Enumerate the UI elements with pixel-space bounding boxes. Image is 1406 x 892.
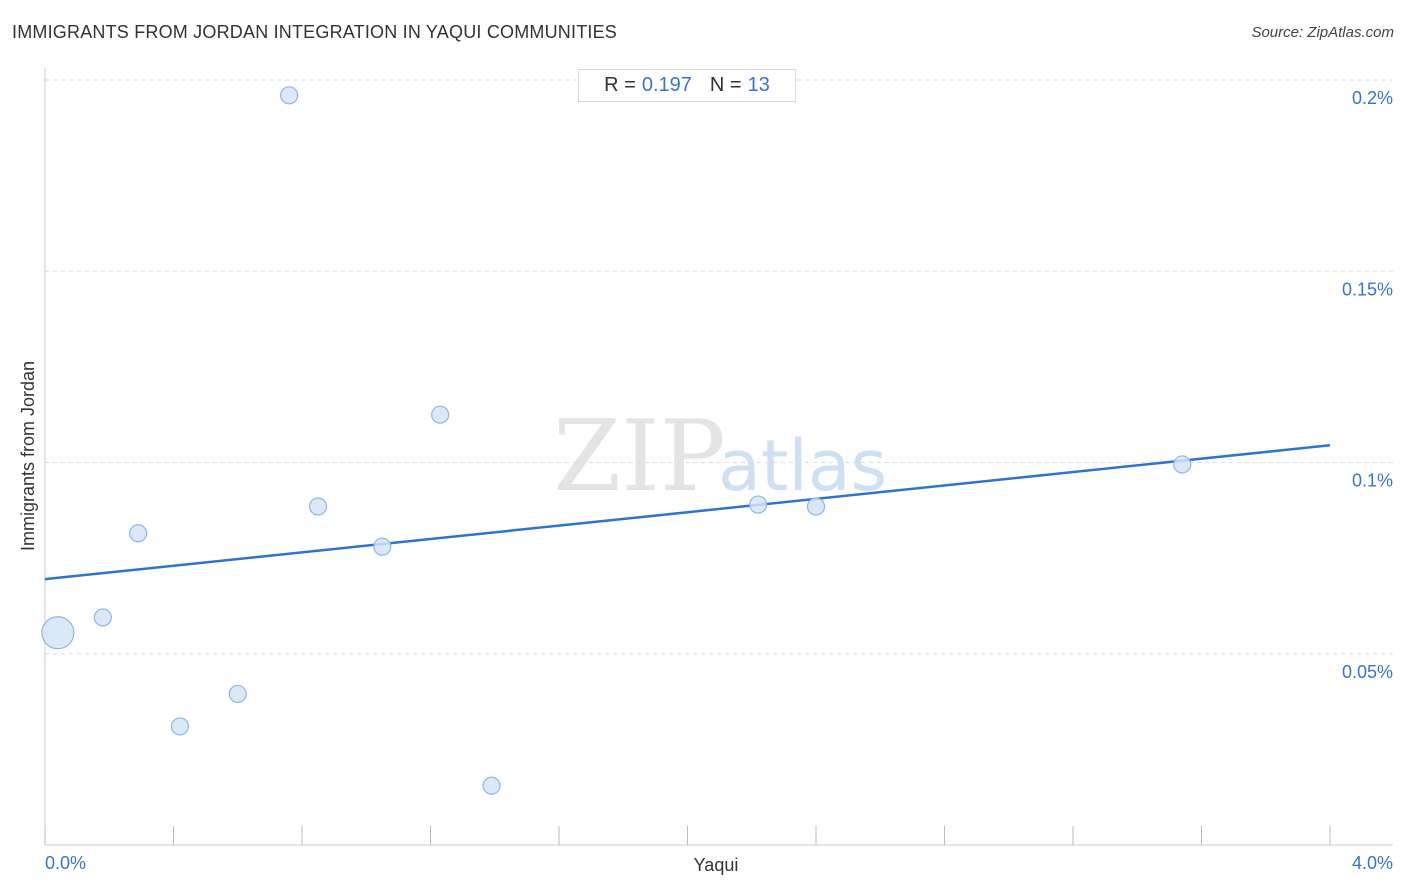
trend-line-group — [44, 444, 1331, 581]
data-point-7 — [373, 537, 392, 556]
source-credit: Source: ZipAtlas.com — [1251, 24, 1394, 41]
stats-box: R = 0.197 N = 13 — [578, 69, 796, 102]
data-point-11 — [806, 497, 826, 516]
y-tick-label-3: 0.2% — [1352, 88, 1393, 108]
grid-lines — [45, 79, 1393, 655]
y-tick-label-0: 0.05% — [1342, 662, 1393, 682]
watermark: ZIP atlas — [553, 400, 887, 514]
y-axis-title: Immigrants from Jordan — [18, 361, 38, 551]
x-axis-title: Yaqui — [694, 855, 739, 875]
data-point-0 — [41, 616, 75, 650]
x-tick-label-0: 0.0% — [45, 853, 86, 873]
data-point-5 — [280, 86, 299, 105]
n-label: N = — [709, 74, 742, 96]
data-point-3 — [170, 717, 190, 736]
data-point-8 — [431, 405, 450, 424]
data-point-2 — [129, 524, 148, 543]
r-label: R = — [604, 74, 636, 96]
data-point-10 — [749, 495, 768, 514]
data-point-6 — [308, 497, 328, 516]
n-value: 13 — [747, 74, 770, 96]
chart-title: IMMIGRANTS FROM JORDAN INTEGRATION IN YA… — [12, 22, 618, 42]
data-point-4 — [228, 684, 247, 704]
axes — [44, 68, 1393, 846]
r-value: 0.197 — [641, 74, 692, 96]
watermark-zip: ZIP — [553, 400, 726, 514]
x-tick-labels: 0.0% 4.0% — [45, 853, 1393, 873]
data-point-12 — [1173, 455, 1192, 474]
data-point-9 — [482, 776, 501, 795]
trend-line — [44, 444, 1331, 581]
y-tick-label-2: 0.15% — [1342, 279, 1393, 299]
data-point-1 — [93, 608, 112, 627]
data-points — [41, 86, 1192, 795]
x-tick-label-1: 4.0% — [1352, 853, 1393, 873]
y-tick-labels: 0.05% 0.1% 0.15% 0.2% — [1342, 88, 1393, 682]
y-tick-label-1: 0.1% — [1352, 471, 1393, 491]
